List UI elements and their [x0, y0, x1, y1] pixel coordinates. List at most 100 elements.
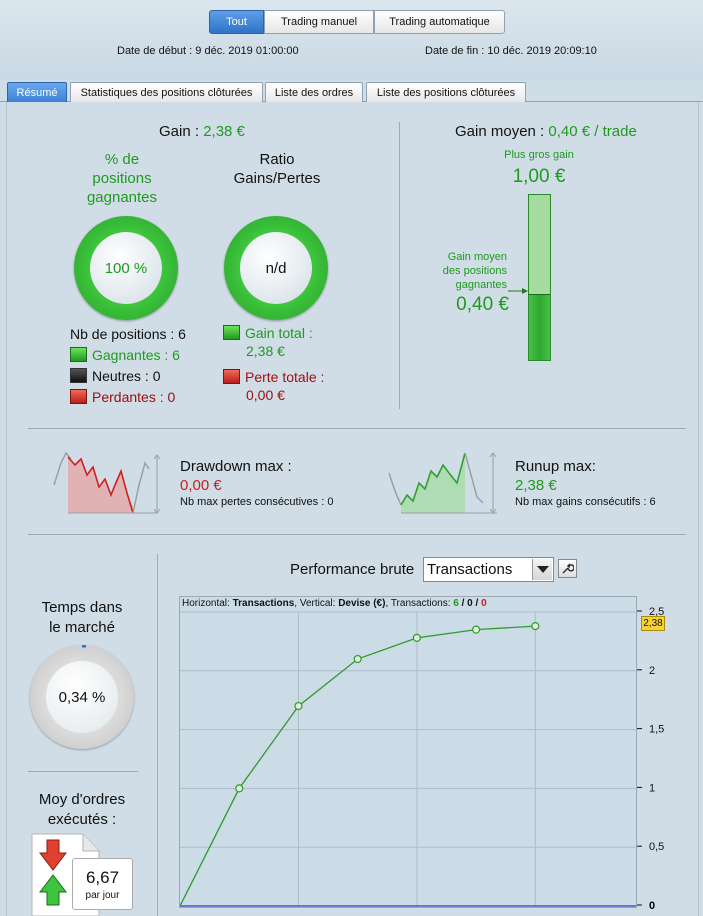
avg-gain-value: 0,40 € / trade: [548, 123, 637, 140]
ratio-label-line: Ratio: [259, 151, 295, 168]
chart-y-axis: 0 0,5 1 1,5 2 2,5: [637, 606, 664, 912]
chart-plot: [180, 611, 636, 907]
chevron-down-icon[interactable]: [532, 559, 552, 580]
data-point: [235, 784, 244, 793]
legend-t-win: 6: [453, 598, 459, 609]
tab-closed-list[interactable]: Liste des positions clôturées: [366, 82, 526, 102]
orders-label-line: exécutés :: [47, 811, 117, 828]
neutral-count: Neutres : 0: [92, 368, 161, 384]
runup-sub: Nb max gains consécutifs : 6: [515, 496, 656, 508]
total-loss-row: Perte totale :: [223, 368, 324, 386]
avg-gain-label: Gain moyen :: [455, 123, 549, 140]
legend-h-value: Transactions: [232, 598, 295, 609]
avg-winning-label-line: gagnantes: [455, 279, 507, 291]
header: Tout Trading manuel Trading automatique …: [0, 0, 703, 80]
data-point: [294, 701, 303, 711]
y-tick-label: 1: [649, 782, 655, 794]
legend-t-neutral: 0: [467, 598, 473, 609]
data-point: [531, 622, 540, 631]
legend-t-label: , Transactions:: [385, 598, 454, 609]
gain-bar: [528, 194, 551, 361]
data-point: [412, 633, 421, 642]
performance-mode-value: Transactions: [427, 561, 513, 578]
legend-t-loss: 0: [481, 598, 487, 609]
gain-label: Gain :: [159, 123, 204, 140]
divider: [28, 534, 686, 535]
y-tick-label: 2: [649, 665, 655, 677]
orders-label: Moy d'ordres exécutés :: [17, 790, 147, 830]
y-tick-label: 2,5: [649, 606, 664, 618]
winning-row: Gagnantes : 6: [70, 345, 186, 366]
gain-value: 2,38 €: [203, 123, 245, 140]
data-point: [472, 625, 481, 634]
data-point: [353, 654, 362, 664]
positions-breakdown: Nb de positions : 6 Gagnantes : 6 Neutre…: [70, 324, 186, 408]
ratio-label-line: Gains/Pertes: [233, 170, 321, 187]
pct-winning-label: % de positions gagnantes: [67, 150, 177, 207]
total-gain-value: 2,38 €: [246, 343, 285, 359]
drawdown-label: Drawdown max :: [180, 458, 292, 475]
arrow-right-icon: [508, 288, 528, 294]
filter-manual-button[interactable]: Trading manuel: [264, 10, 374, 34]
red-square-icon: [70, 389, 87, 404]
chart-legend: Horizontal: Transactions, Vertical: Devi…: [182, 598, 487, 609]
y-tick-label: 0: [649, 900, 655, 912]
runup-icon: [388, 452, 497, 514]
start-date: Date de début : 9 déc. 2019 01:00:00: [117, 45, 299, 57]
losing-count: Perdantes : 0: [92, 389, 176, 405]
arrow-down-icon: [39, 839, 67, 871]
total-loss-value: 0,00 €: [246, 387, 285, 403]
divider: [28, 428, 686, 429]
total-gain-label: Gain total :: [245, 325, 313, 341]
legend-v-label: , Vertical:: [294, 598, 339, 609]
wrench-button[interactable]: [558, 559, 577, 578]
y-tick-label: 1,5: [649, 724, 664, 736]
tab-closed-stats[interactable]: Statistiques des positions clôturées: [70, 82, 263, 102]
drawdown-value: 0,00 €: [180, 477, 222, 494]
pct-winning-value: 100 %: [90, 232, 162, 304]
avg-gain-summary: Gain moyen : 0,40 € / trade: [455, 123, 637, 140]
performance-title: Performance brute: [290, 561, 415, 578]
orders-unit: par jour: [85, 890, 120, 901]
tab-order-list[interactable]: Liste des ordres: [265, 82, 363, 102]
y-tick-label: 0,5: [649, 841, 664, 853]
biggest-gain-value: 1,00 €: [512, 166, 566, 187]
avg-winning-label-line: des positions: [442, 265, 507, 277]
winning-count: Gagnantes : 6: [92, 347, 180, 363]
orders-per-day-box: 6,67 par jour: [72, 858, 133, 910]
end-date: Date de fin : 10 déc. 2019 20:09:10: [425, 45, 597, 57]
current-value-badge: 2,38: [641, 616, 665, 631]
neutral-row: Neutres : 0: [70, 366, 186, 387]
market-time-value: 0,34 %: [46, 661, 118, 733]
legend-t-sep: /: [458, 598, 468, 609]
market-time-label-line: le marché: [49, 619, 115, 636]
drawdown-sub: Nb max pertes consécutives : 0: [180, 496, 334, 508]
performance-chart: Horizontal: Transactions, Vertical: Devi…: [179, 596, 637, 908]
legend-h-label: Horizontal:: [182, 598, 233, 609]
performance-mode-select[interactable]: Transactions: [423, 557, 554, 582]
divider: [157, 554, 158, 916]
series-line: [180, 625, 536, 907]
black-square-icon: [70, 368, 87, 383]
green-square-icon: [70, 347, 87, 362]
legend-t-sep: /: [472, 598, 482, 609]
filter-auto-button[interactable]: Trading automatique: [374, 10, 505, 34]
market-time-label: Temps dans le marché: [17, 598, 147, 638]
avg-winning-label-line: Gain moyen: [447, 251, 507, 263]
wrench-icon: [562, 563, 574, 574]
ratio-value: n/d: [240, 232, 312, 304]
arrow-up-icon: [39, 874, 67, 906]
market-time-gauge: 0,34 %: [30, 645, 134, 749]
filter-all-button[interactable]: Tout: [209, 10, 264, 34]
runup-value: 2,38 €: [515, 477, 557, 494]
pct-winning-label-line: positions: [92, 170, 152, 187]
avg-winning-value: 0,40 €: [456, 294, 509, 315]
drawdown-icon: [53, 451, 161, 514]
orders-value: 6,67: [85, 868, 120, 887]
totals: Gain total : 2,38 € Perte totale : 0,00 …: [223, 324, 324, 404]
runup-label: Runup max:: [515, 458, 596, 475]
biggest-gain-label: Plus gros gain: [504, 149, 574, 161]
tab-resume[interactable]: Résumé: [7, 82, 67, 103]
summary-panel: Gain : 2,38 € % de positions gagnantes 1…: [6, 102, 699, 916]
divider: [399, 122, 400, 409]
